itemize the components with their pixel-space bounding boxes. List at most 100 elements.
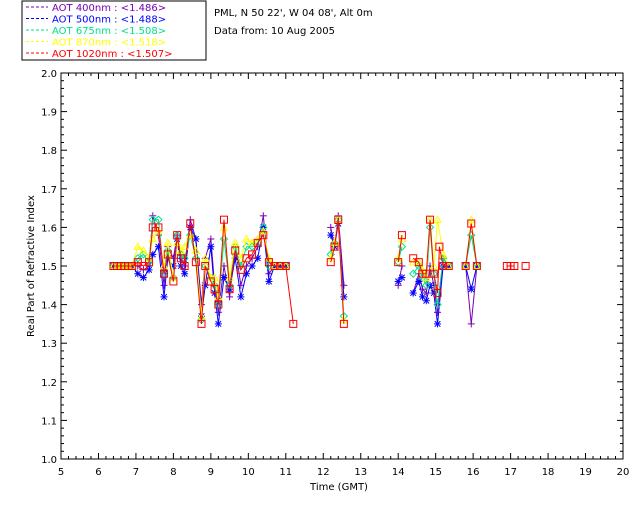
data-point-4-0-15 <box>176 254 185 263</box>
x-tick-label-10: 15 <box>429 467 442 478</box>
chart-title: PML, N 50 22', W 04 08', Alt 0m Data fro… <box>214 8 373 37</box>
data-point-3-0-9 <box>148 234 158 243</box>
data-point-3-0-28 <box>242 234 251 243</box>
data-point-4-0-11 <box>160 269 169 278</box>
x-tick-label-3: 8 <box>170 467 176 478</box>
data-point-0-0-23 <box>214 308 222 316</box>
x-tick-label-8: 13 <box>354 467 367 478</box>
data-point-4-0-27 <box>236 265 245 274</box>
title-line-1: PML, N 50 22', W 04 08', Alt 0m <box>214 8 373 19</box>
data-point-1-0-16 <box>181 270 189 278</box>
data-point-1-0-23 <box>214 320 222 328</box>
data-point-2-0-17 <box>186 230 195 240</box>
data-point-2-0-10 <box>154 215 163 224</box>
data-point-4-0-21 <box>206 277 215 286</box>
data-point-4-3-5 <box>429 269 438 278</box>
data-point-0-0-25 <box>226 293 234 301</box>
series-line-4-3 <box>412 219 449 294</box>
data-point-4-5-2 <box>510 262 519 270</box>
data-point-4-3-7 <box>435 242 444 251</box>
data-point-3-0-6 <box>133 242 143 250</box>
data-point-4-0-34 <box>276 262 285 270</box>
data-point-4-0-26 <box>231 246 240 255</box>
data-point-1-0-9 <box>149 250 157 258</box>
axes: 5 6 7 8 9 10 11 12 13 14 15 16 17 18 19 20 1.0 1.1 1.2 1.3 1… <box>41 69 629 478</box>
x-tick-label-13: 18 <box>542 467 555 478</box>
y-tick-label-6: 1.6 <box>41 223 57 234</box>
data-point-4-1-3 <box>339 319 348 328</box>
y-tick-label-2: 1.2 <box>41 378 57 389</box>
data-point-2-4-1 <box>467 230 476 240</box>
x-tick-label-6: 11 <box>279 467 292 478</box>
y-tick-label-9: 1.9 <box>41 108 57 119</box>
data-point-4-4-2 <box>472 262 481 270</box>
data-point-4-4-0 <box>461 262 470 270</box>
data-point-4-0-16 <box>180 262 189 270</box>
data-point-2-3-3 <box>422 281 431 290</box>
data-point-1-0-32 <box>265 277 273 285</box>
data-point-4-2-0 <box>394 258 403 267</box>
data-point-1-0-21 <box>207 243 215 251</box>
data-point-3-0-7 <box>139 246 148 254</box>
data-point-1-0-28 <box>242 270 250 278</box>
data-point-1-0-10 <box>154 243 162 251</box>
data-point-3-0-20 <box>200 253 210 262</box>
data-point-4-3-6 <box>433 289 442 298</box>
data-point-4-0-23 <box>214 300 223 309</box>
data-point-4-0-36 <box>289 319 298 328</box>
data-point-2-3-4 <box>425 223 435 232</box>
series-line-4-2 <box>397 235 403 263</box>
data-point-4-0-8 <box>145 258 154 267</box>
x-tick-label-1: 6 <box>95 467 101 478</box>
series-line-4-1 <box>330 219 345 324</box>
legend: AOT 400nm : <1.486>AOT 500nm : <1.488>AO… <box>21 0 207 61</box>
data-point-4-0-18 <box>191 258 200 267</box>
x-tick-label-7: 12 <box>317 467 330 478</box>
data-point-4-0-33 <box>270 262 279 270</box>
x-axis-label: Time (GMT) <box>309 482 368 493</box>
data-point-1-4-1 <box>467 285 475 293</box>
data-point-3-0-31 <box>258 226 268 235</box>
legend-entry-3: AOT 870nm : <1.518> <box>52 38 166 49</box>
data-point-1-3-6 <box>434 320 442 328</box>
data-point-4-0-17 <box>186 219 195 228</box>
y-tick-label-0: 1.0 <box>41 455 57 466</box>
data-point-1-2-1 <box>398 274 406 282</box>
data-point-2-2-1 <box>397 242 407 251</box>
data-point-4-2-1 <box>397 231 406 240</box>
data-point-1-0-7 <box>139 274 147 282</box>
y-tick-label-3: 1.3 <box>41 339 57 350</box>
y-tick-label-7: 1.7 <box>41 185 57 196</box>
data-point-0-3-6 <box>434 308 442 316</box>
data-point-1-1-3 <box>340 293 348 301</box>
x-tick-label-0: 5 <box>58 467 64 478</box>
data-point-1-0-11 <box>160 293 168 301</box>
data-point-1-0-29 <box>248 262 256 270</box>
series-aot-1020nm <box>109 215 530 328</box>
data-point-1-3-0 <box>409 289 417 297</box>
series-line-2-4 <box>465 235 478 267</box>
data-point-4-0-35 <box>281 262 290 270</box>
data-point-4-6-0 <box>521 262 530 270</box>
x-tick-label-14: 19 <box>579 467 592 478</box>
data-point-3-0-14 <box>172 238 182 247</box>
data-point-0-0-31 <box>259 212 267 220</box>
data-point-4-0-24 <box>219 215 228 224</box>
data-point-2-0-24 <box>219 234 229 244</box>
data-point-4-0-22 <box>210 285 219 294</box>
data-point-3-0-16 <box>180 242 189 250</box>
data-point-4-1-2 <box>334 215 343 224</box>
data-point-3-4-0 <box>461 261 470 270</box>
data-point-4-0-31 <box>259 231 268 240</box>
data-point-1-2-0 <box>394 277 402 285</box>
data-point-0-0-21 <box>207 235 215 243</box>
legend-entry-0: AOT 400nm : <1.486> <box>52 3 166 14</box>
data-point-0-0-11 <box>160 281 168 289</box>
series-line-4-4 <box>465 223 478 267</box>
data-point-2-0-9 <box>148 215 158 224</box>
x-tick-label-15: 20 <box>617 467 630 478</box>
data-point-4-0-25 <box>225 285 234 294</box>
legend-frame <box>21 0 207 61</box>
y-tick-label-10: 2.0 <box>41 69 57 80</box>
